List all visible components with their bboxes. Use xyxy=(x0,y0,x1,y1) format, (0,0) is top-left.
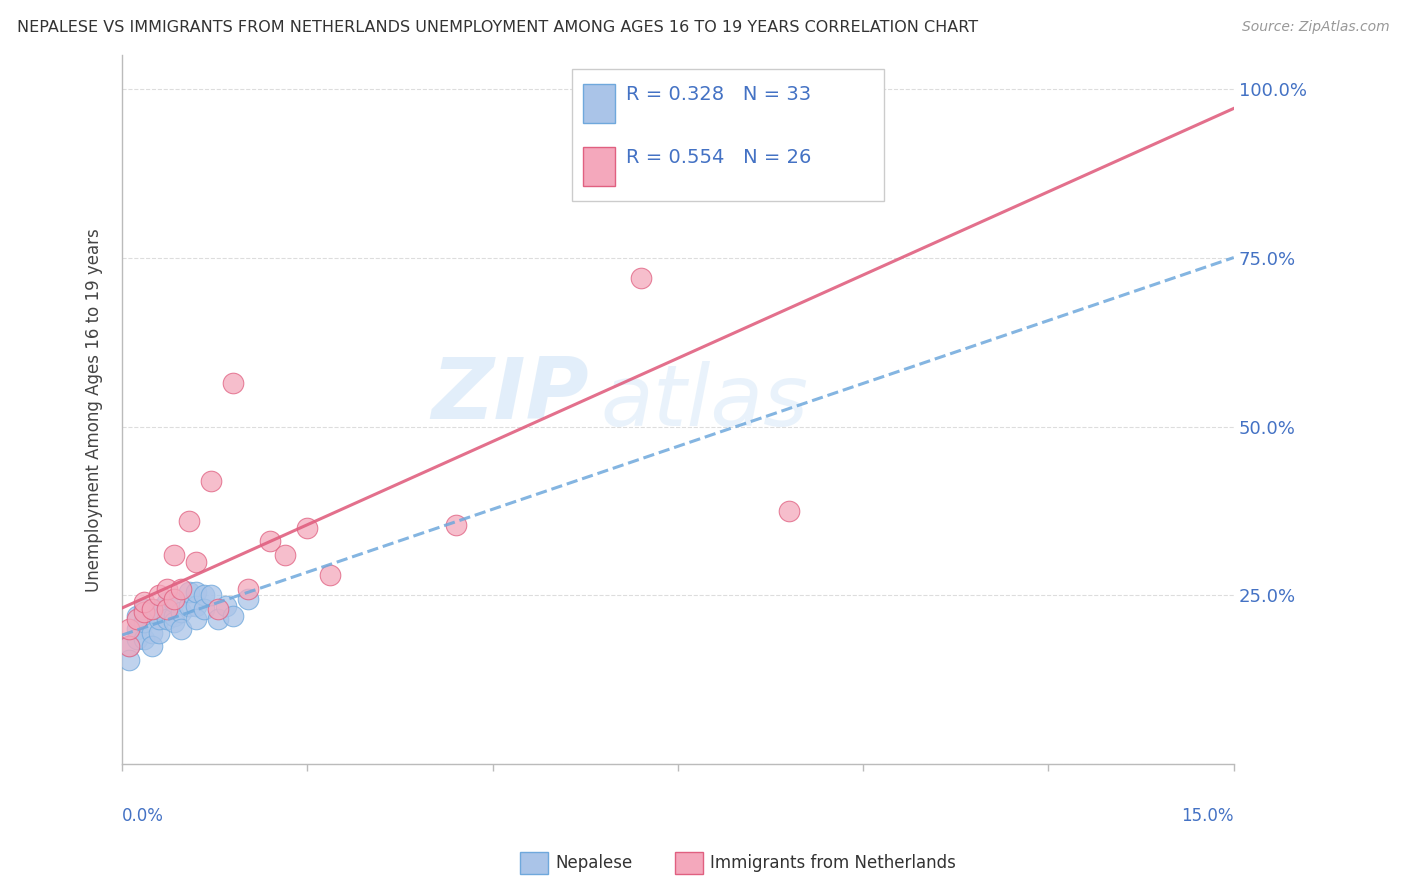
Point xyxy=(186,599,208,613)
Point xyxy=(141,625,163,640)
Point xyxy=(207,602,229,616)
Point xyxy=(259,534,281,549)
Point xyxy=(118,622,141,636)
FancyBboxPatch shape xyxy=(583,147,614,186)
Point xyxy=(125,622,148,636)
Point xyxy=(778,504,800,518)
Point xyxy=(170,605,193,619)
Point xyxy=(186,555,208,569)
Point xyxy=(134,615,156,630)
Point xyxy=(318,568,340,582)
Point xyxy=(200,474,222,488)
Point xyxy=(186,585,208,599)
Point xyxy=(222,376,245,390)
Point xyxy=(163,615,186,630)
Point xyxy=(155,612,177,626)
Point xyxy=(852,129,875,144)
Point xyxy=(155,595,177,609)
Text: R = 0.554   N = 26: R = 0.554 N = 26 xyxy=(626,148,811,168)
Point xyxy=(177,514,200,528)
Point xyxy=(148,602,170,616)
Point xyxy=(141,639,163,653)
Point xyxy=(193,589,215,603)
Point xyxy=(236,582,259,596)
Text: ZIP: ZIP xyxy=(432,354,589,437)
Text: 0.0%: 0.0% xyxy=(122,807,165,825)
Point xyxy=(163,595,186,609)
Text: 15.0%: 15.0% xyxy=(1181,807,1234,825)
Point xyxy=(186,612,208,626)
Point xyxy=(170,622,193,636)
Point xyxy=(155,602,177,616)
Point xyxy=(134,605,156,619)
Point xyxy=(118,639,141,653)
Point xyxy=(444,517,467,532)
Text: atlas: atlas xyxy=(600,361,808,444)
Point xyxy=(118,639,141,653)
Point xyxy=(148,589,170,603)
Point xyxy=(125,608,148,623)
Point xyxy=(170,582,193,596)
Point xyxy=(134,602,156,616)
Y-axis label: Unemployment Among Ages 16 to 19 years: Unemployment Among Ages 16 to 19 years xyxy=(86,227,103,591)
Point xyxy=(148,612,170,626)
Point xyxy=(222,608,245,623)
Point xyxy=(274,548,297,562)
Text: Source: ZipAtlas.com: Source: ZipAtlas.com xyxy=(1241,20,1389,34)
Point xyxy=(163,591,186,606)
Point xyxy=(155,582,177,596)
Point xyxy=(163,608,186,623)
Point xyxy=(163,548,186,562)
Text: Nepalese: Nepalese xyxy=(555,854,633,871)
Text: NEPALESE VS IMMIGRANTS FROM NETHERLANDS UNEMPLOYMENT AMONG AGES 16 TO 19 YEARS C: NEPALESE VS IMMIGRANTS FROM NETHERLANDS … xyxy=(17,20,979,35)
Point xyxy=(125,632,148,647)
Point xyxy=(215,599,238,613)
Point xyxy=(134,632,156,647)
Point xyxy=(630,271,652,285)
Point xyxy=(125,612,148,626)
Point xyxy=(177,599,200,613)
Point xyxy=(118,652,141,666)
Point xyxy=(177,585,200,599)
FancyBboxPatch shape xyxy=(572,70,883,201)
Point xyxy=(141,605,163,619)
Text: Immigrants from Netherlands: Immigrants from Netherlands xyxy=(710,854,956,871)
Point xyxy=(134,595,156,609)
Point xyxy=(297,521,319,535)
Point xyxy=(200,589,222,603)
Point xyxy=(207,612,229,626)
FancyBboxPatch shape xyxy=(583,84,614,122)
Text: R = 0.328   N = 33: R = 0.328 N = 33 xyxy=(626,85,811,103)
Point xyxy=(148,625,170,640)
Point xyxy=(236,591,259,606)
Point xyxy=(193,602,215,616)
Point xyxy=(141,602,163,616)
